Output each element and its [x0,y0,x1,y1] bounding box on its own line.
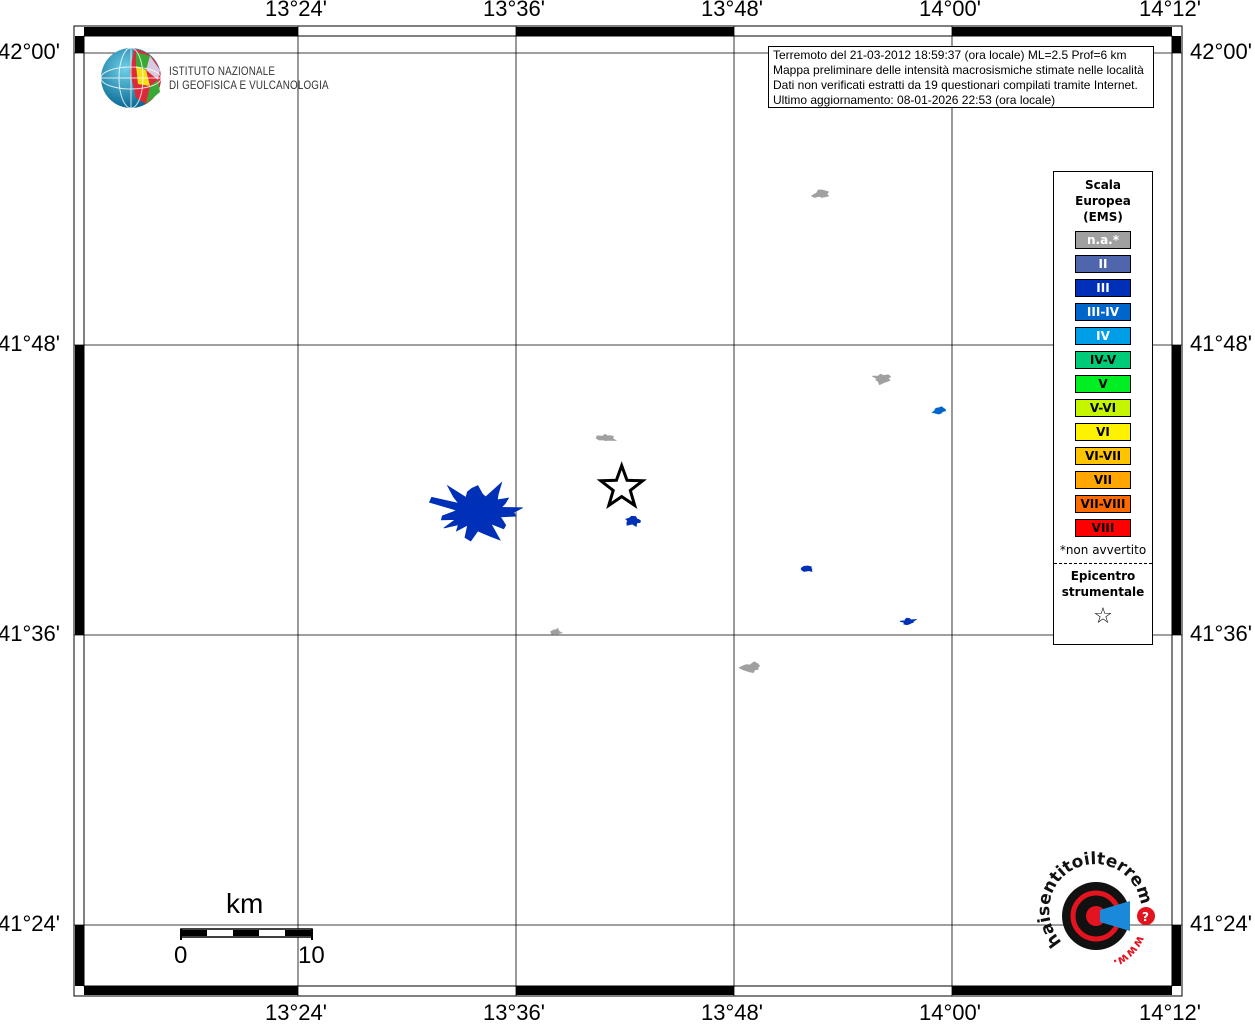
locality-shape [595,433,618,442]
epicenter-label: Epicentro strumentale [1054,568,1152,600]
legend-swatch: II [1075,255,1131,273]
locality-shape [872,373,892,386]
legend-items: n.a.* II III III-IV IV IV-V V V-VI VI VI-VII VII VI… [1054,231,1152,537]
legend-title-line: Europea [1075,194,1131,208]
legend-divider [1054,563,1152,564]
epicenter-label-line: strumentale [1061,585,1145,599]
epicenter-star [596,461,647,510]
lon-label-bottom: 13°24' [265,1000,327,1025]
legend-title-line: Scala [1084,178,1122,192]
lon-label-top: 14°00' [919,0,981,21]
locality-shape [550,627,564,635]
info-line: Terremoto del 21-03-2012 18:59:37 (ora l… [773,48,1127,62]
lat-label-left: 41°36' [0,621,60,646]
ingv-line1: ISTITUTO NAZIONALE [169,64,276,78]
lon-label-bottom: 14°12' [1139,1000,1201,1025]
locality-shape [738,661,761,674]
frame-bar [1172,36,1181,53]
info-line: Ultimo aggiornamento: 08-01-2026 22:53 (… [773,93,1056,107]
legend-swatch: VIII [1075,519,1131,537]
legend-swatch: VII-VIII [1075,495,1131,513]
legend-swatch: n.a.* [1075,231,1131,249]
frame-bar [75,925,84,986]
frame-bar [1172,925,1181,986]
lat-label-right: 41°24' [1190,911,1252,936]
frame-bar [75,36,84,53]
ingv-line2: DI GEOFISICA E VULCANOLOGIA [169,78,329,92]
ingv-logo-globe [100,47,162,109]
lon-label-top: 13°36' [483,0,545,21]
frame-bar [75,345,84,635]
legend-star-icon: ☆ [1093,604,1113,629]
info-line: Dati non verificati estratti da 19 quest… [773,78,1138,92]
frame-bar [84,27,298,36]
lon-label-bottom: 13°48' [701,1000,763,1025]
locality-shape [625,515,642,528]
frame-bar [84,986,298,995]
lat-label-left: 41°24' [0,911,60,936]
event-info-box: Terremoto del 21-03-2012 18:59:37 (ora l… [768,46,1154,108]
locality-shape [800,565,813,572]
frame-bar [516,986,734,995]
legend-swatch: III-IV [1075,303,1131,321]
lat-label-left: 41°48' [0,331,60,356]
legend-title-line: (EMS) [1083,210,1123,224]
lon-label-bottom: 14°00' [919,1000,981,1025]
lat-label-right: 41°48' [1190,331,1252,356]
locality-shape [899,617,918,626]
legend-title: Scala Europea (EMS) [1054,177,1152,225]
legend-swatch: VI [1075,423,1131,441]
ingv-logo-text: ISTITUTO NAZIONALE DI GEOFISICA E VULCAN… [169,64,329,92]
locality-shape [931,406,947,415]
lon-label-top: 14°12' [1139,0,1201,21]
legend-swatch: VI-VII [1075,447,1131,465]
locality-shape [428,481,523,542]
legend-swatch: IV-V [1075,351,1131,369]
scale-start: 0 [174,942,188,969]
scale-end: 10 [298,942,325,969]
epicenter-star-icon [596,461,647,510]
lat-label-right: 41°36' [1190,621,1252,646]
legend-swatch: IV [1075,327,1131,345]
lat-label-right: 42°00' [1190,39,1252,64]
scale-unit: km [226,888,264,919]
lon-label-top: 13°24' [265,0,327,21]
svg-text:?: ? [1142,910,1149,924]
frame-bar [952,27,1172,36]
locality-shape [810,189,830,198]
info-line: Mappa preliminare delle intensità macros… [773,63,1144,77]
epicenter-label-line: Epicentro [1070,569,1136,583]
lon-label-bottom: 13°36' [483,1000,545,1025]
legend-swatch: V [1075,375,1131,393]
ems-legend: Scala Europea (EMS) n.a.* II III III-IV IV IV… [1053,171,1153,645]
map-frame [73,25,1183,997]
legend-swatch: III [1075,279,1131,297]
legend-swatch: V-VI [1075,399,1131,417]
frame-bar [1172,345,1181,635]
legend-note: *non avvertito [1059,543,1147,557]
intensity-localities [428,189,947,674]
frame-bar [952,986,1172,995]
legend-swatch: VII [1075,471,1131,489]
frame-bar [516,27,734,36]
lon-label-top: 13°48' [701,0,763,21]
scale-bar [180,928,313,940]
lat-label-left: 42°00' [0,39,60,64]
